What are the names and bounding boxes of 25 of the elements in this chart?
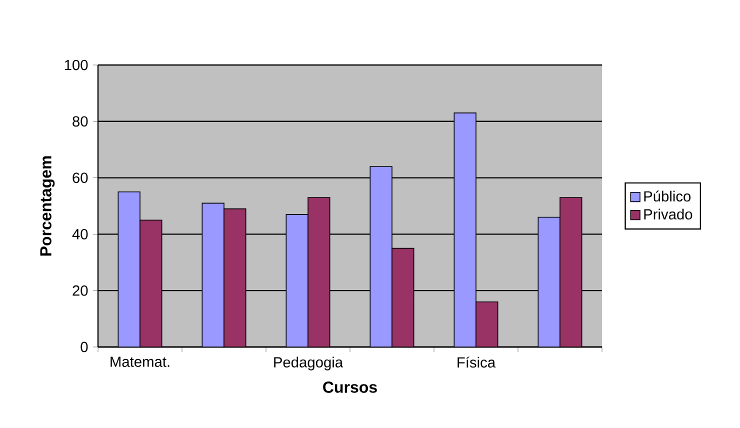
y-axis-title: Porcentagem — [40, 156, 55, 256]
legend-label: Público — [644, 190, 691, 202]
bar — [202, 202, 224, 347]
bar — [538, 216, 560, 347]
bar — [224, 208, 246, 347]
y-tick-label: 80 — [72, 116, 88, 127]
bar — [560, 197, 582, 347]
bar — [392, 248, 414, 347]
x-axis-title: Cursos — [323, 382, 377, 393]
legend-label: Privado — [644, 208, 692, 220]
bar — [140, 220, 162, 347]
y-tick-label: 100 — [64, 60, 88, 70]
y-tick-label: 60 — [72, 172, 88, 183]
x-tick-label: Pedagogia — [274, 356, 344, 370]
bar — [454, 112, 476, 347]
x-tick-label: Física — [458, 356, 496, 368]
bar — [370, 166, 392, 347]
y-tick-label: 20 — [72, 285, 88, 296]
x-tick-label: Matemat. — [110, 356, 170, 367]
y-tick-label: 0 — [80, 342, 88, 352]
bar — [476, 301, 498, 347]
bar — [118, 191, 140, 347]
bar — [308, 197, 330, 347]
y-tick-label: 40 — [72, 229, 88, 240]
bar — [286, 214, 308, 347]
